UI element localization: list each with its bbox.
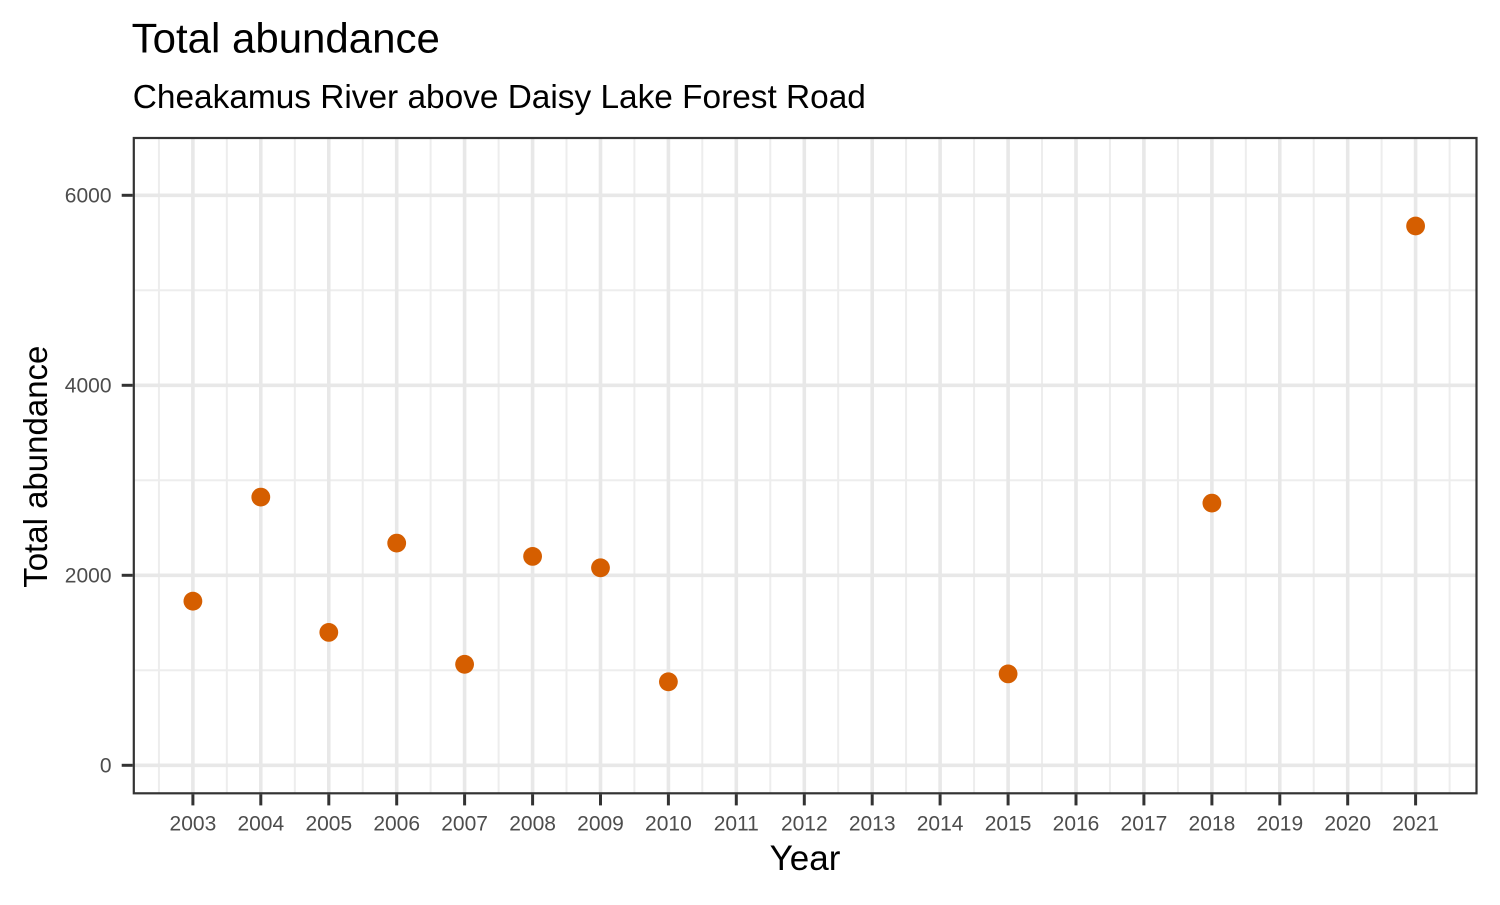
svg-text:0: 0 <box>100 755 112 778</box>
svg-text:2019: 2019 <box>1256 813 1303 836</box>
svg-text:6000: 6000 <box>65 185 112 208</box>
svg-text:2018: 2018 <box>1189 813 1236 836</box>
svg-text:2006: 2006 <box>373 813 420 836</box>
svg-text:2020: 2020 <box>1324 813 1371 836</box>
svg-text:2014: 2014 <box>917 813 964 836</box>
svg-text:Total abundance: Total abundance <box>17 346 54 588</box>
svg-text:Cheakamus River above Daisy La: Cheakamus River above Daisy Lake Forest … <box>133 79 866 116</box>
svg-text:2005: 2005 <box>305 813 352 836</box>
svg-text:2008: 2008 <box>509 813 556 836</box>
svg-text:2010: 2010 <box>645 813 692 836</box>
svg-text:2015: 2015 <box>985 813 1032 836</box>
svg-text:2013: 2013 <box>849 813 896 836</box>
svg-text:2000: 2000 <box>65 565 112 588</box>
svg-text:2003: 2003 <box>170 813 217 836</box>
svg-text:2009: 2009 <box>577 813 624 836</box>
svg-text:2021: 2021 <box>1392 813 1439 836</box>
svg-text:2004: 2004 <box>237 813 284 836</box>
svg-text:2011: 2011 <box>714 813 759 836</box>
svg-text:Total abundance: Total abundance <box>132 15 440 62</box>
svg-text:Year: Year <box>770 839 841 878</box>
svg-text:2016: 2016 <box>1053 813 1100 836</box>
svg-text:2012: 2012 <box>781 813 828 836</box>
svg-text:2007: 2007 <box>441 813 488 836</box>
svg-text:4000: 4000 <box>65 375 112 398</box>
svg-text:2017: 2017 <box>1121 813 1168 836</box>
